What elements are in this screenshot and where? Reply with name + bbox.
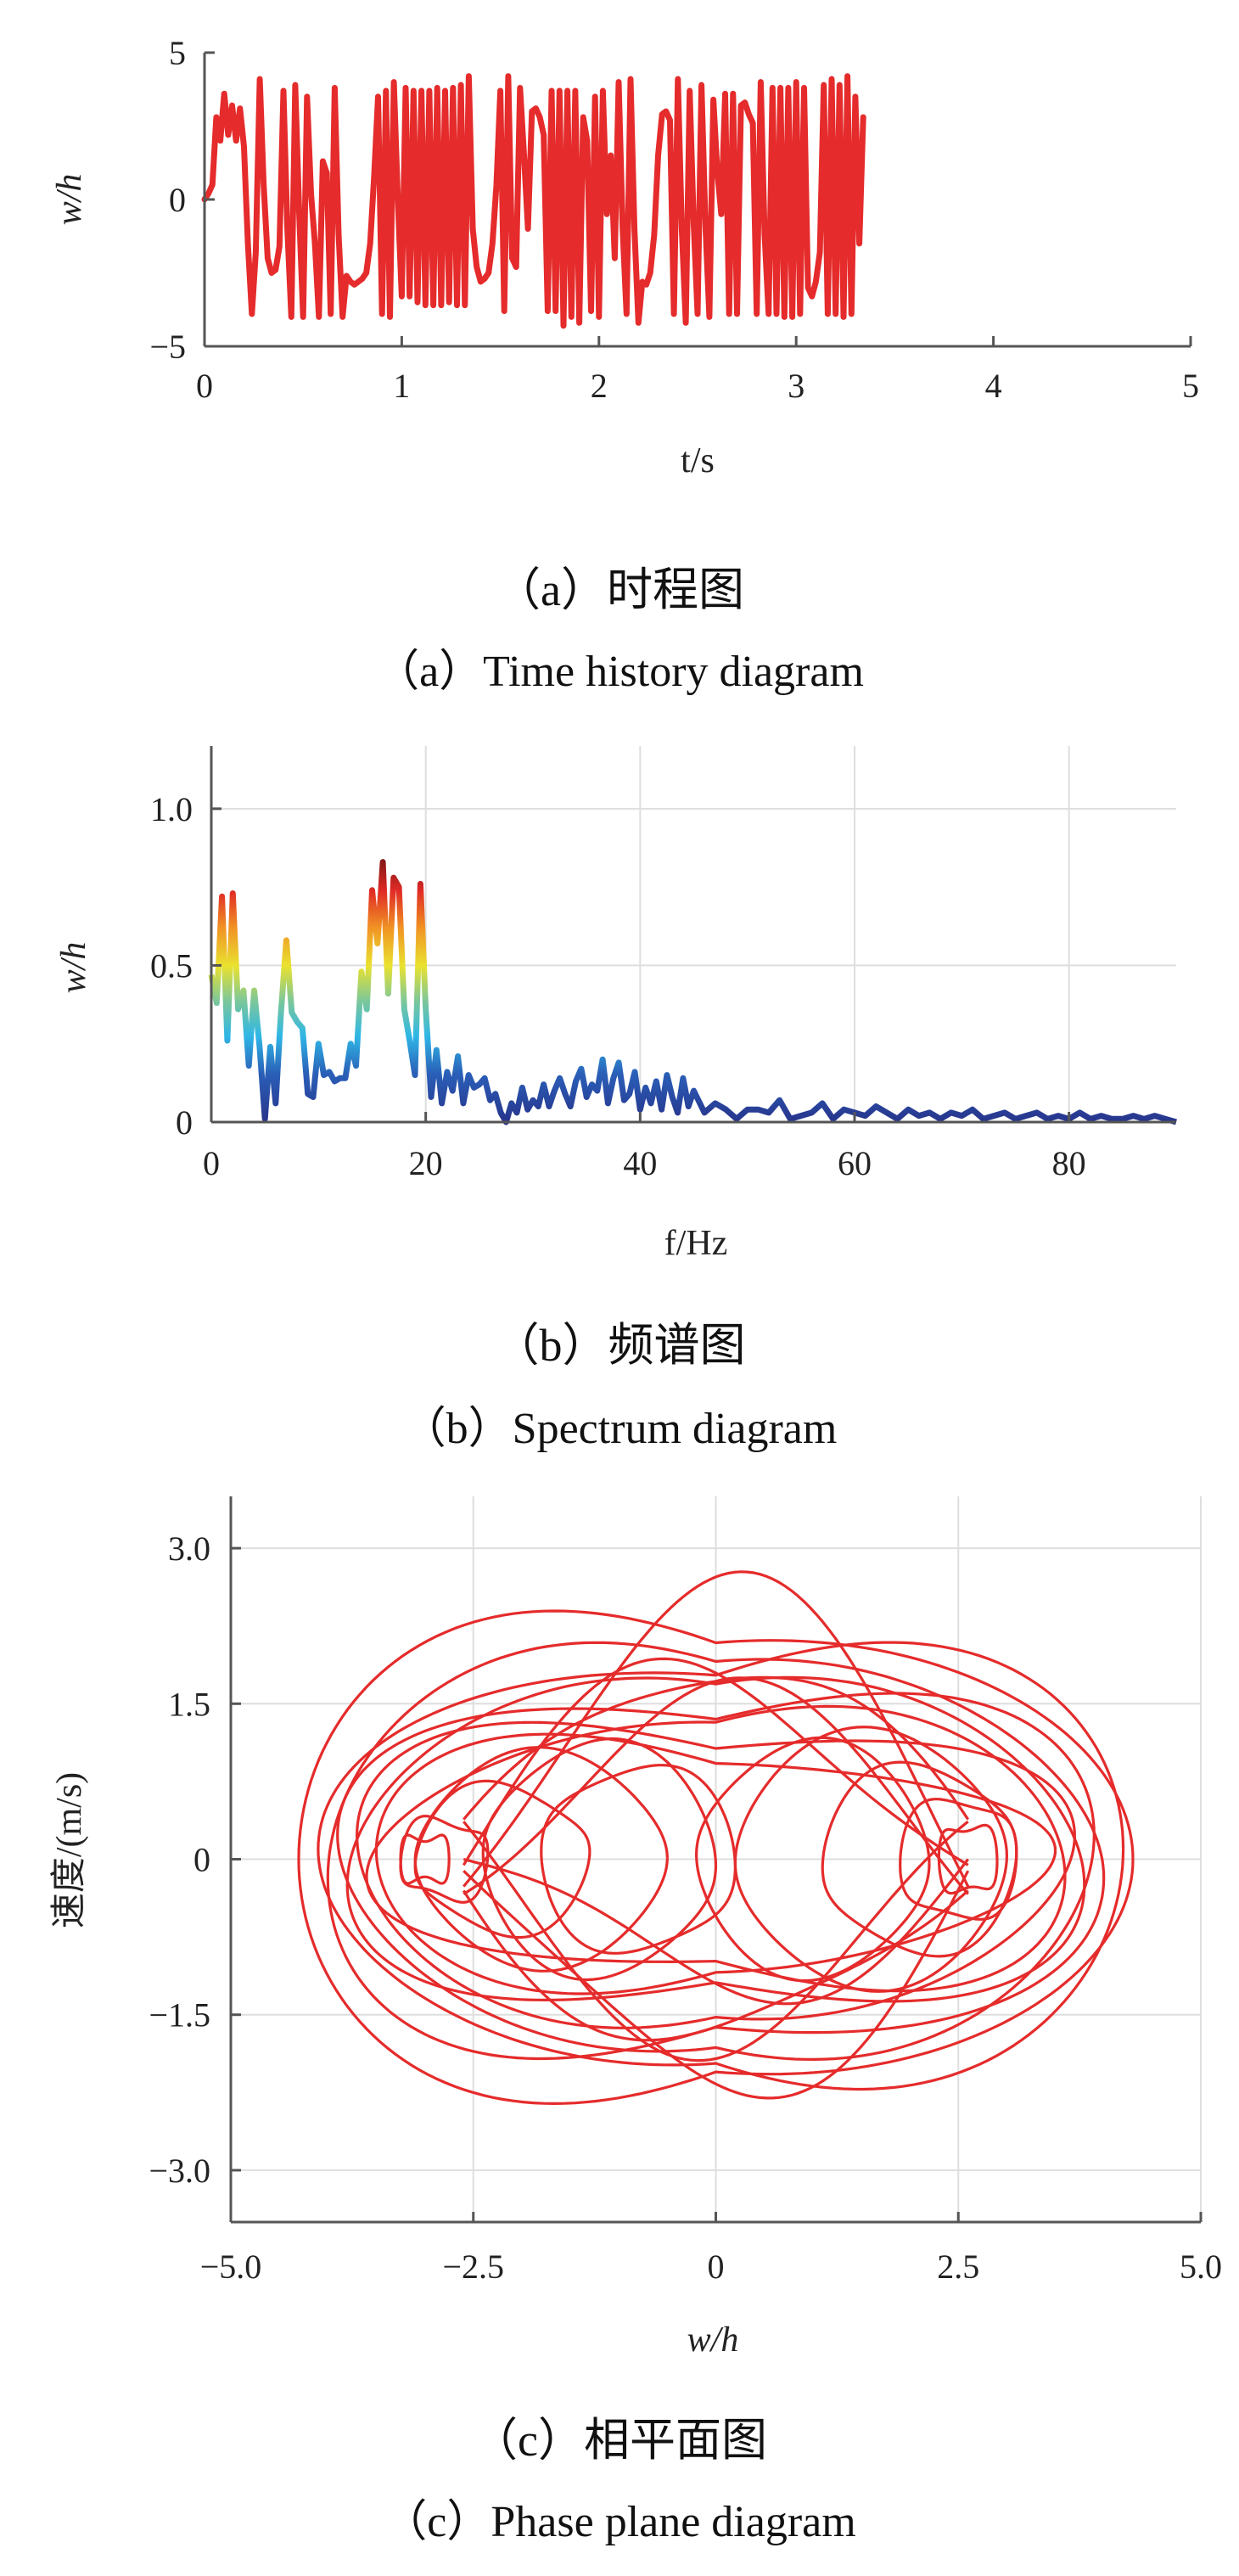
caption-c-cn: （c）相平面图 — [472, 2415, 767, 2466]
phase-plane-chart: −5.0 −2.5 0 2.5 5.03.01.50−1.5−3.0 速度/(m/s) … — [50, 1496, 1222, 2360]
phase-loop — [413, 1746, 669, 1973]
y-tick-label: 1.0 — [150, 790, 193, 828]
x-tick-label: −5.0 — [200, 2248, 262, 2286]
spectrum-marks — [208, 859, 1177, 1125]
caption-c-en: （c）Phase plane diagram — [383, 2498, 856, 2546]
x-tick-label: 0 — [196, 367, 213, 405]
y-tick-label: 0 — [176, 1103, 193, 1142]
phase-transit — [462, 1657, 969, 1866]
x-tick-label: 0 — [708, 2248, 725, 2286]
spectrum-grid — [211, 746, 1176, 1122]
spectrum-line — [208, 859, 1177, 1125]
x-tick-label: −2.5 — [442, 2248, 504, 2286]
x-tick-label: 1 — [393, 367, 410, 405]
y-tick-label: −5 — [149, 328, 186, 366]
phase-loop — [540, 1764, 737, 1955]
y-axis-label: w/h — [50, 174, 89, 226]
x-tick-label: 40 — [623, 1144, 657, 1182]
x-tick-label: 2.5 — [937, 2248, 979, 2286]
phase-loop — [733, 1726, 1008, 1993]
caption-b-cn: （b）频谱图 — [493, 1320, 746, 1371]
x-axis-label: t/s — [681, 441, 715, 480]
phase-orbit — [297, 1609, 1135, 2106]
y-axis-label: 速度/(m/s) — [50, 1772, 89, 1928]
phase-orbit — [355, 1720, 1076, 2029]
x-axis-label: w/h — [687, 2321, 739, 2360]
x-tick-label: 60 — [838, 1144, 872, 1182]
phase-transit — [463, 1570, 970, 1888]
y-tick-label: 5 — [169, 34, 186, 72]
y-tick-label: −1.5 — [149, 1996, 210, 2034]
y-tick-label: 0 — [169, 181, 186, 219]
phase-transit — [462, 1889, 969, 2042]
phase-orbit — [345, 1675, 1086, 2003]
phase-transit — [463, 1820, 969, 2062]
spectrum-axes: 0 20 40 60 80 1.0 0.5 0 — [150, 746, 1176, 1182]
x-tick-label: 20 — [409, 1144, 443, 1182]
caption-a-en: （a）Time history diagram — [375, 648, 864, 696]
y-tick-label: 1.5 — [168, 1685, 210, 1723]
x-tick-label: 5.0 — [1180, 2248, 1222, 2286]
y-tick-label: 0.5 — [150, 946, 193, 985]
x-tick-label: 5 — [1182, 367, 1199, 405]
time-history-chart: 0 1 2 3 4 5 5 0 −5 w/h t/s — [50, 34, 1199, 480]
x-tick-label: 0 — [203, 1144, 220, 1182]
caption-a-cn: （a）时程图 — [495, 564, 744, 615]
phase-orbit — [317, 1641, 1125, 2091]
x-tick-label: 4 — [985, 367, 1002, 405]
y-tick-label: 0 — [193, 1841, 210, 1879]
time-history-axes: 0 1 2 3 4 5 5 0 −5 — [149, 34, 1199, 405]
phase-loop — [399, 1815, 490, 1904]
spectrum-chart: 0 20 40 60 80 1.0 0.5 0 w/h f/Hz — [54, 746, 1177, 1263]
phase-orbit — [326, 1641, 1106, 2061]
y-axis-label: w/h — [54, 942, 93, 994]
time-history-marks — [201, 73, 866, 329]
x-tick-label: 2 — [591, 367, 608, 405]
y-tick-label: 3.0 — [168, 1529, 210, 1568]
y-tick-label: −3.0 — [149, 2152, 210, 2190]
time-history-line — [201, 73, 866, 329]
phase-loop — [694, 1736, 931, 1983]
phase-loop — [481, 1737, 718, 1982]
phase-loop — [821, 1760, 1018, 1958]
x-axis-label: f/Hz — [664, 1224, 728, 1263]
phase-transit — [463, 1857, 969, 2006]
phase-axes: −5.0 −2.5 0 2.5 5.0 3.0 1.5 0 −1.5 −3.0 — [149, 1496, 1222, 2286]
x-tick-label: 80 — [1052, 1144, 1086, 1182]
phase-marks — [297, 1570, 1135, 2106]
phase-transit — [463, 1870, 970, 2100]
caption-b-en: （b）Spectrum diagram — [401, 1405, 838, 1453]
x-tick-label: 3 — [788, 367, 805, 405]
